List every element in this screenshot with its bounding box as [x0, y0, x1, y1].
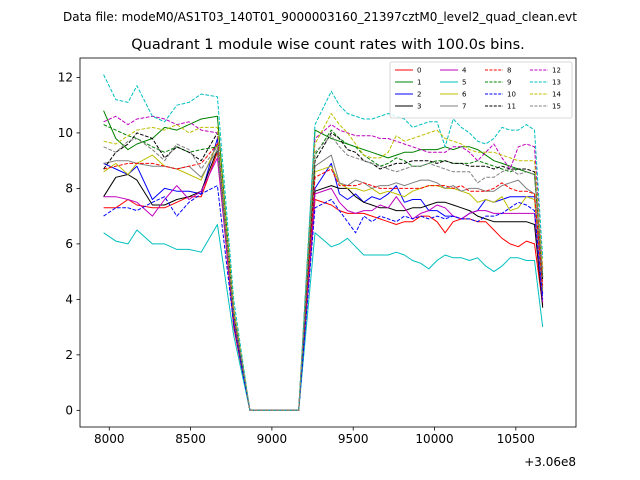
- legend-label-6: 6: [462, 91, 467, 99]
- series-line-12: [103, 115, 544, 411]
- series-line-1: [103, 110, 544, 411]
- legend-label-12: 12: [552, 67, 561, 75]
- chart-title: Quadrant 1 module wise count rates with …: [131, 37, 525, 53]
- legend-label-8: 8: [507, 67, 511, 75]
- y-tick-label: 12: [58, 70, 73, 84]
- legend-label-4: 4: [462, 67, 467, 75]
- x-tick-label: 8000: [94, 432, 125, 446]
- y-tick-label: 10: [58, 126, 73, 140]
- legend-label-9: 9: [507, 79, 511, 87]
- series-line-3: [103, 149, 544, 411]
- x-offset-label: +3.06e8: [524, 455, 576, 469]
- suptitle: Data file: modeM0/AS1T03_140T01_90000031…: [63, 10, 577, 24]
- legend-label-13: 13: [552, 79, 561, 87]
- legend-label-0: 0: [417, 67, 421, 75]
- x-tick-label: 9500: [338, 432, 369, 446]
- y-tick-label: 6: [65, 237, 73, 251]
- y-tick-label: 8: [65, 181, 73, 195]
- legend-label-2: 2: [417, 91, 421, 99]
- y-tick-label: 2: [65, 348, 73, 362]
- legend-label-5: 5: [462, 79, 466, 87]
- series-line-9: [103, 124, 544, 411]
- series-line-13: [103, 74, 544, 411]
- series-line-4: [103, 157, 544, 411]
- x-tick-label: 10000: [415, 432, 453, 446]
- series-line-10: [103, 185, 544, 411]
- legend-label-7: 7: [462, 103, 466, 111]
- y-tick-label: 4: [65, 292, 73, 306]
- legend-label-1: 1: [417, 79, 421, 87]
- x-tick-label: 8500: [175, 432, 206, 446]
- series-line-8: [103, 143, 544, 411]
- y-tick-label: 0: [65, 403, 73, 417]
- legend-label-14: 14: [552, 91, 561, 99]
- series-line-14: [103, 113, 544, 411]
- x-tick-label: 9000: [257, 432, 288, 446]
- legend-label-10: 10: [507, 91, 516, 99]
- series-line-5: [103, 224, 544, 411]
- legend-label-3: 3: [417, 103, 421, 111]
- series-line-15: [103, 135, 544, 411]
- legend-label-15: 15: [552, 103, 561, 111]
- legend-frame: [389, 61, 573, 119]
- x-tick-label: 10500: [497, 432, 535, 446]
- axes-frame: [79, 57, 577, 428]
- legend-label-11: 11: [507, 103, 516, 111]
